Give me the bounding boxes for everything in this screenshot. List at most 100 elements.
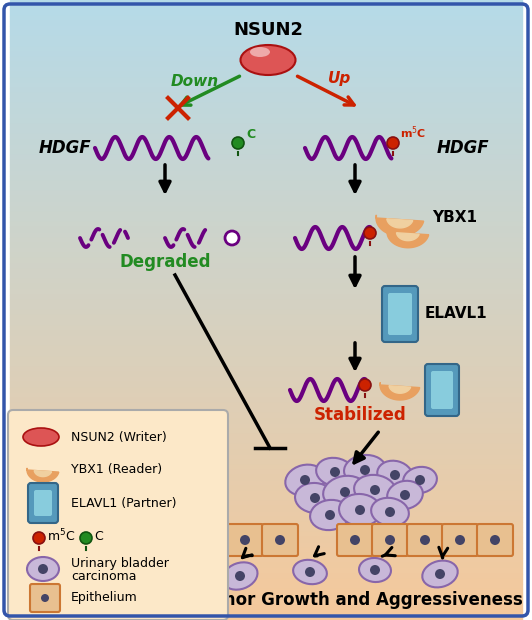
Bar: [10, 367, 522, 372]
Circle shape: [490, 535, 500, 545]
Bar: [10, 480, 522, 485]
Bar: [10, 212, 522, 217]
Bar: [10, 62, 522, 67]
Ellipse shape: [240, 45, 295, 75]
Bar: [10, 259, 522, 263]
Bar: [10, 124, 522, 129]
Bar: [10, 144, 522, 150]
Text: HDGF: HDGF: [437, 139, 489, 157]
Bar: [10, 315, 522, 321]
Ellipse shape: [27, 557, 59, 581]
Circle shape: [385, 507, 395, 517]
Ellipse shape: [344, 455, 386, 485]
Bar: [10, 294, 522, 299]
Bar: [10, 408, 522, 414]
FancyBboxPatch shape: [337, 524, 373, 556]
Text: YBX1: YBX1: [432, 211, 477, 226]
Bar: [10, 93, 522, 98]
Bar: [10, 248, 522, 253]
Circle shape: [41, 594, 49, 602]
Bar: [10, 51, 522, 57]
Bar: [10, 232, 522, 237]
Bar: [10, 615, 522, 620]
Ellipse shape: [316, 458, 354, 486]
Ellipse shape: [387, 480, 423, 509]
Polygon shape: [34, 471, 52, 477]
Bar: [10, 98, 522, 104]
Bar: [10, 516, 522, 522]
Polygon shape: [387, 219, 413, 228]
Bar: [10, 82, 522, 88]
Bar: [10, 501, 522, 507]
Bar: [10, 135, 522, 140]
Bar: [10, 166, 522, 171]
Circle shape: [370, 565, 380, 575]
Text: C: C: [94, 529, 103, 542]
Bar: [10, 512, 522, 516]
Bar: [10, 181, 522, 186]
Bar: [10, 140, 522, 144]
Bar: [10, 206, 522, 212]
Bar: [10, 388, 522, 392]
Bar: [10, 578, 522, 584]
FancyBboxPatch shape: [442, 524, 478, 556]
Bar: [10, 155, 522, 160]
Bar: [10, 284, 522, 290]
FancyBboxPatch shape: [431, 371, 453, 409]
Polygon shape: [27, 468, 59, 482]
Circle shape: [360, 465, 370, 475]
Bar: [10, 522, 522, 527]
Bar: [10, 372, 522, 377]
Bar: [10, 507, 522, 511]
FancyBboxPatch shape: [192, 524, 228, 556]
Bar: [10, 129, 522, 135]
FancyBboxPatch shape: [407, 524, 443, 556]
FancyBboxPatch shape: [227, 524, 263, 556]
Bar: [10, 538, 522, 542]
Bar: [10, 290, 522, 294]
Bar: [10, 42, 522, 46]
Bar: [10, 527, 522, 532]
Polygon shape: [389, 386, 411, 393]
FancyBboxPatch shape: [34, 490, 52, 516]
Polygon shape: [380, 383, 420, 400]
Bar: [10, 398, 522, 403]
Bar: [10, 191, 522, 197]
Text: m$^5$C: m$^5$C: [400, 125, 426, 141]
FancyBboxPatch shape: [8, 410, 228, 620]
Ellipse shape: [310, 500, 350, 530]
Bar: [10, 88, 522, 93]
Bar: [10, 175, 522, 181]
Ellipse shape: [354, 475, 396, 505]
Text: Down: Down: [171, 74, 219, 89]
Bar: [10, 108, 522, 113]
Bar: [10, 160, 522, 166]
Text: HDGF: HDGF: [39, 139, 92, 157]
Bar: [10, 476, 522, 480]
FancyBboxPatch shape: [382, 286, 418, 342]
Ellipse shape: [222, 562, 257, 590]
Bar: [10, 485, 522, 491]
Ellipse shape: [359, 558, 391, 582]
Bar: [10, 542, 522, 547]
Bar: [10, 465, 522, 470]
Bar: [10, 20, 522, 26]
Circle shape: [310, 493, 320, 503]
Bar: [10, 589, 522, 594]
Circle shape: [33, 532, 45, 544]
Bar: [10, 336, 522, 341]
Ellipse shape: [323, 476, 367, 508]
Bar: [10, 321, 522, 326]
Bar: [10, 0, 522, 5]
Bar: [10, 496, 522, 501]
Bar: [10, 326, 522, 330]
Circle shape: [240, 535, 250, 545]
Circle shape: [364, 227, 376, 239]
Ellipse shape: [285, 464, 325, 495]
Circle shape: [455, 535, 465, 545]
Ellipse shape: [293, 560, 327, 584]
Bar: [10, 305, 522, 310]
Bar: [10, 403, 522, 408]
Bar: [10, 46, 522, 51]
Text: ELAVL1: ELAVL1: [425, 306, 488, 322]
